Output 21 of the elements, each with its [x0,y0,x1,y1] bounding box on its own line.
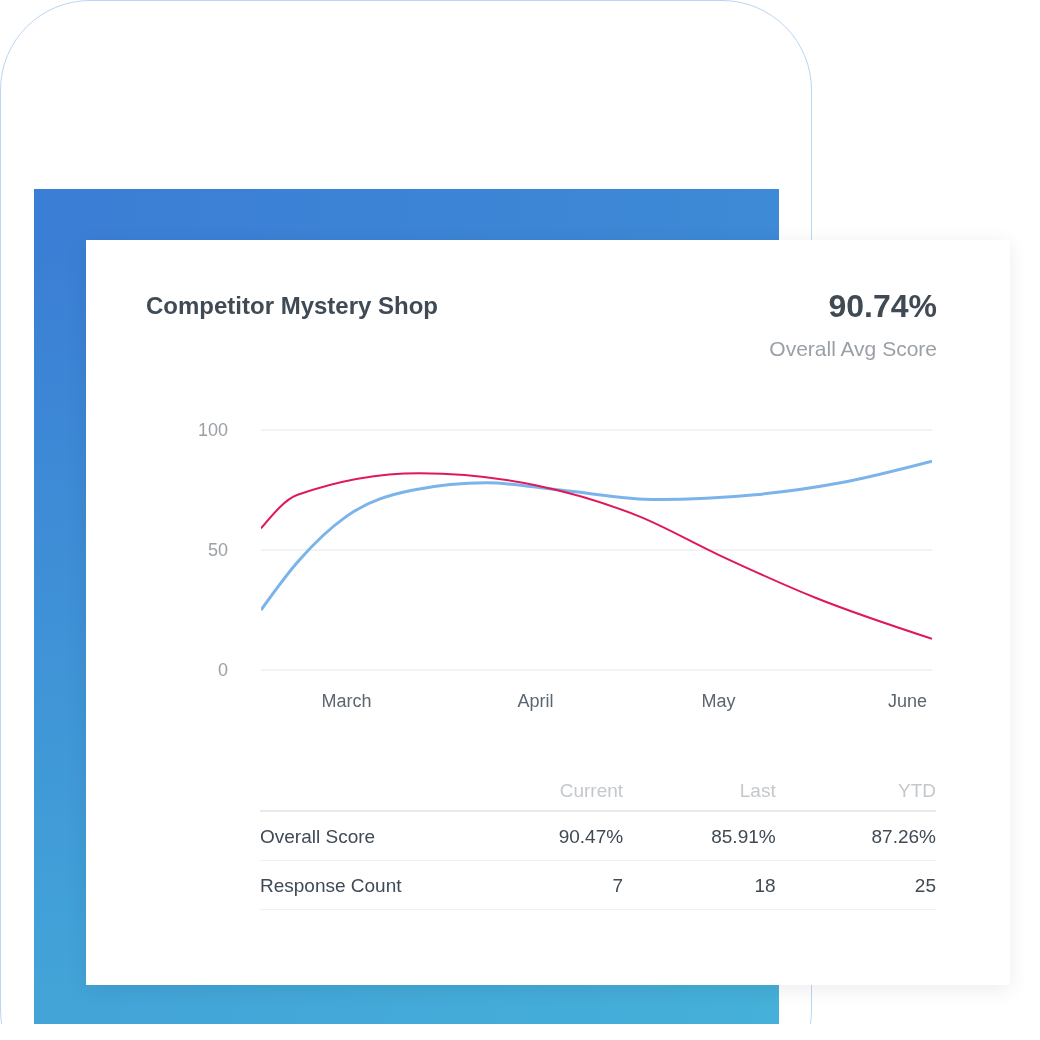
text: 90.74% [828,288,937,325]
text: YTD [897,780,936,802]
text: 90.47% [557,826,624,848]
text: Last [738,780,776,802]
x-tick-label: March [321,690,372,711]
text: Overall Avg Score [769,337,937,361]
x-tick-label: May [701,690,736,711]
text: 7 [611,875,624,897]
y-tick-label: 100 [197,420,228,441]
text: 87.26% [870,826,936,848]
y-tick-label: 50 [207,540,228,561]
x-tick-label: June [888,690,928,711]
text: Current [558,780,624,802]
text: 18 [753,875,776,897]
x-tick-label: April [517,690,554,711]
chart-title: Competitor Mystery Shop [146,292,439,320]
text: 25 [913,875,936,897]
text: Overall Score [260,826,377,848]
y-tick-label: 0 [217,660,228,681]
text: Response Count [260,875,403,897]
text: 85.91% [710,826,776,848]
